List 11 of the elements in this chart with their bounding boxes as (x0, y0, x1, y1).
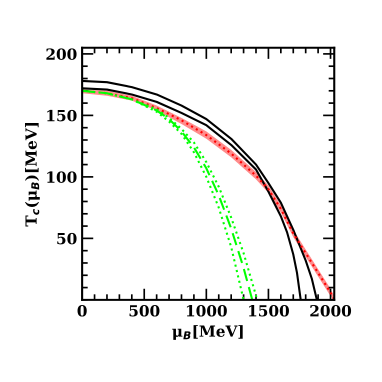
y-tick-label: 200 (46, 48, 77, 60)
x-tick-label: 1000 (186, 305, 227, 317)
x-axis-title: μ$_{B}$[MeV] (172, 325, 243, 340)
x-tick-label: 2000 (310, 305, 352, 317)
y-tick-label: 150 (47, 110, 77, 122)
x-tick-label: 500 (130, 305, 160, 317)
y-axis-title: T$_{c}$(μ$_{B}$)[MeV] (25, 123, 40, 226)
x-tick-label: 1500 (249, 305, 289, 317)
y-tick-label: 50 (57, 232, 77, 244)
y-tick-label: 100 (47, 171, 77, 183)
x-tick-label: 0 (78, 305, 87, 317)
